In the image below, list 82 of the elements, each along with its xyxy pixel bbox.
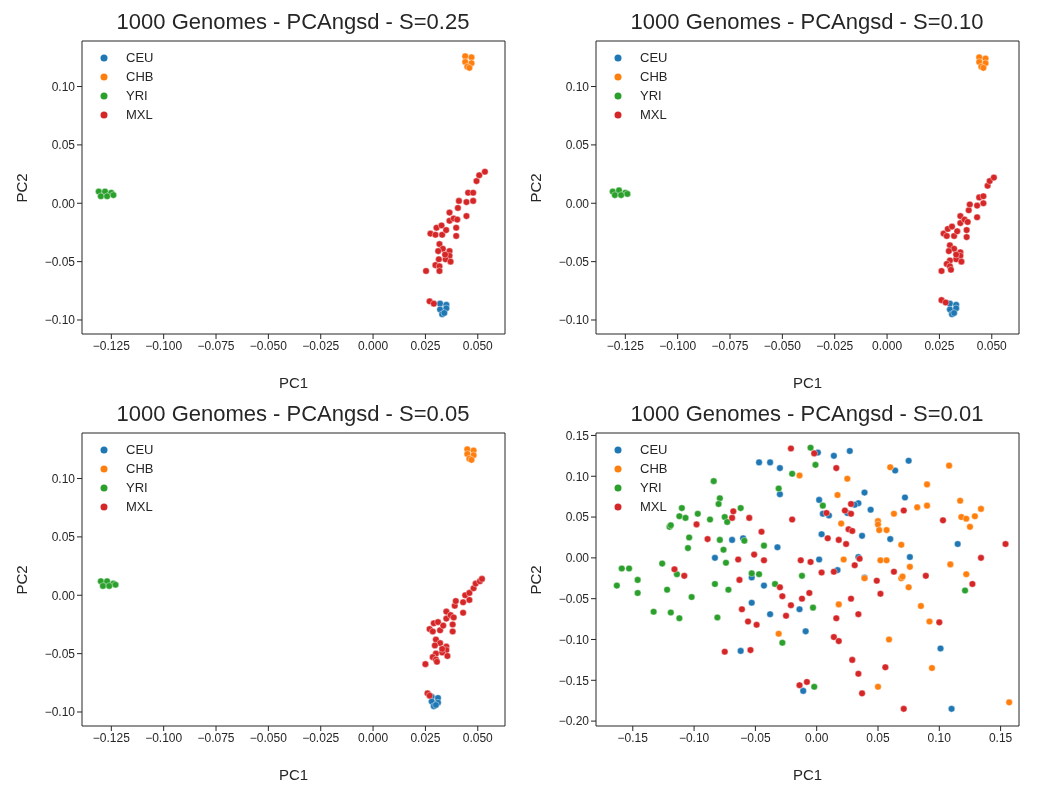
y-tick-label: 0.10 bbox=[565, 79, 590, 94]
x-tick-label: −0.15 bbox=[617, 730, 649, 745]
x-tick-label: 0.00 bbox=[805, 730, 829, 745]
x-tick-label: −0.10 bbox=[678, 730, 710, 745]
x-tick-label: 0.000 bbox=[358, 338, 389, 353]
x-tick-label: −0.025 bbox=[302, 730, 340, 745]
x-tick-label: −0.075 bbox=[197, 730, 235, 745]
y-tick-label: −0.05 bbox=[44, 646, 76, 661]
x-tick-label: −0.025 bbox=[816, 338, 854, 353]
y-axis-title: PC2 bbox=[527, 173, 545, 203]
y-tick-label: 0.15 bbox=[565, 428, 590, 443]
y-tick-label: −0.10 bbox=[558, 632, 590, 647]
legend-label: CHB bbox=[126, 460, 154, 478]
legend-label: CHB bbox=[640, 68, 668, 86]
x-tick-label: −0.100 bbox=[145, 338, 183, 353]
x-tick-label: −0.05 bbox=[740, 730, 771, 745]
y-tick-label: −0.10 bbox=[558, 313, 590, 328]
chart-title: 1000 Genomes - PCAngsd - S=0.05 bbox=[115, 400, 471, 428]
y-tick-label: −0.20 bbox=[558, 714, 590, 729]
y-tick-label: −0.05 bbox=[44, 254, 76, 269]
y-axis-title: PC2 bbox=[13, 173, 31, 203]
legend-label: CHB bbox=[640, 460, 668, 478]
x-tick-label: −0.100 bbox=[145, 730, 183, 745]
x-tick-label: 0.000 bbox=[358, 730, 389, 745]
chart-title: 1000 Genomes - PCAngsd - S=0.01 bbox=[629, 400, 985, 428]
y-tick-label: 0.05 bbox=[565, 138, 590, 153]
legend-label: YRI bbox=[126, 479, 148, 497]
legend-label: CEU bbox=[640, 49, 668, 67]
x-tick-label: −0.125 bbox=[606, 338, 645, 353]
chart-title: 1000 Genomes - PCAngsd - S=0.25 bbox=[115, 8, 471, 36]
x-tick-label: 0.050 bbox=[462, 338, 494, 353]
y-tick-label: 0.10 bbox=[51, 471, 76, 486]
x-tick-label: 0.025 bbox=[410, 730, 441, 745]
x-axis-title: PC1 bbox=[792, 374, 823, 391]
x-tick-label: −0.125 bbox=[92, 338, 131, 353]
legend-label: MXL bbox=[640, 106, 667, 124]
y-tick-label: 0.05 bbox=[51, 530, 76, 545]
x-tick-label: 0.10 bbox=[927, 730, 952, 745]
y-tick-label: −0.10 bbox=[44, 705, 76, 720]
x-tick-label: 0.025 bbox=[924, 338, 955, 353]
x-axis-title: PC1 bbox=[278, 374, 309, 391]
y-tick-label: 0.00 bbox=[565, 196, 590, 211]
legend-label: MXL bbox=[126, 106, 153, 124]
chart-title: 1000 Genomes - PCAngsd - S=0.10 bbox=[629, 8, 985, 36]
legend-label: CHB bbox=[126, 68, 154, 86]
y-axis-title: PC2 bbox=[527, 565, 545, 595]
x-tick-label: −0.050 bbox=[763, 338, 802, 353]
x-tick-label: −0.075 bbox=[711, 338, 749, 353]
y-tick-label: 0.00 bbox=[51, 196, 76, 211]
y-tick-label: 0.05 bbox=[565, 510, 590, 525]
y-tick-label: 0.00 bbox=[51, 588, 76, 603]
y-tick-label: 0.10 bbox=[51, 79, 76, 94]
x-tick-label: 0.000 bbox=[872, 338, 903, 353]
legend-label: MXL bbox=[640, 498, 667, 516]
x-axis-title: PC1 bbox=[792, 766, 823, 783]
legend-label: YRI bbox=[640, 87, 662, 105]
y-tick-label: 0.05 bbox=[51, 138, 76, 153]
legend-label: YRI bbox=[640, 479, 662, 497]
y-tick-label: 0.10 bbox=[565, 469, 590, 484]
y-axis-title: PC2 bbox=[13, 565, 31, 595]
legend-label: CEU bbox=[640, 441, 668, 459]
x-tick-label: −0.100 bbox=[659, 338, 697, 353]
y-tick-label: 0.00 bbox=[565, 551, 590, 566]
legend-label: MXL bbox=[126, 498, 153, 516]
legend-label: YRI bbox=[126, 87, 148, 105]
x-tick-label: −0.050 bbox=[249, 730, 288, 745]
legend-label: CEU bbox=[126, 441, 154, 459]
x-tick-label: −0.025 bbox=[302, 338, 340, 353]
x-tick-label: 0.025 bbox=[410, 338, 441, 353]
x-tick-label: 0.050 bbox=[976, 338, 1008, 353]
y-tick-label: −0.05 bbox=[558, 254, 590, 269]
y-tick-label: −0.15 bbox=[558, 673, 590, 688]
y-tick-label: −0.10 bbox=[44, 313, 76, 328]
x-tick-label: −0.075 bbox=[197, 338, 235, 353]
x-tick-label: 0.05 bbox=[866, 730, 890, 745]
x-tick-label: 0.050 bbox=[462, 730, 494, 745]
legend-label: CEU bbox=[126, 49, 154, 67]
x-tick-label: −0.050 bbox=[249, 338, 288, 353]
x-tick-label: −0.125 bbox=[92, 730, 131, 745]
x-tick-label: 0.15 bbox=[988, 730, 1013, 745]
x-axis-title: PC1 bbox=[278, 766, 309, 783]
y-tick-label: −0.05 bbox=[558, 591, 590, 606]
